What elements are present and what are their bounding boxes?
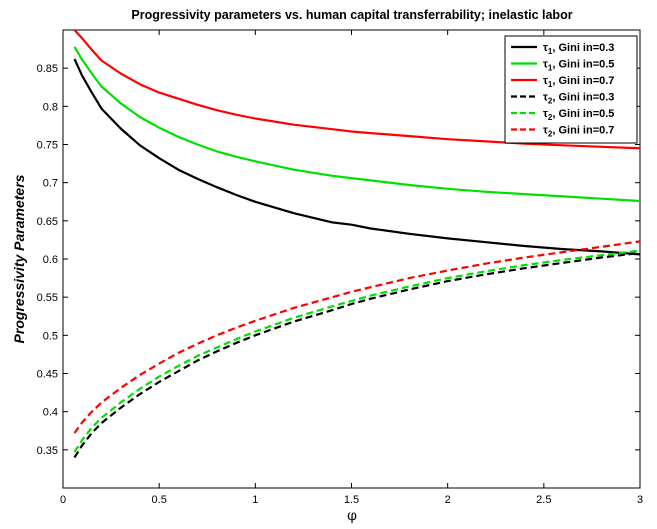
y-tick-label: 0.8 — [43, 101, 58, 113]
chart-title: Progressivity parameters vs. human capit… — [131, 8, 572, 22]
legend-label-5: τ2, Gini in=0.5 — [543, 108, 614, 122]
series-line-6 — [73, 240, 640, 434]
y-tick-label: 0.6 — [43, 254, 58, 266]
axes: 0 0.5 1 1.5 2 2.5 3 0.35 0.4 0.45 0.5 0.55 0.6 0.65 0.… — [37, 30, 643, 506]
series-line-4 — [73, 251, 640, 459]
series-lines — [73, 30, 640, 459]
series-line-5 — [73, 249, 640, 453]
x-tick-label: 3 — [637, 494, 643, 506]
legend-label-4: τ2, Gini in=0.3 — [543, 92, 614, 106]
legend-label-1: τ1, Gini in=0.3 — [543, 42, 614, 56]
y-tick-label: 0.45 — [37, 369, 58, 381]
x-tick-label: 1.5 — [344, 494, 359, 506]
legend-box — [504, 35, 638, 144]
y-tick-label: 0.85 — [37, 63, 58, 75]
y-tick-label: 0.4 — [43, 407, 58, 419]
legend: τ1, Gini in=0.3 τ1, Gini in=0.5 τ1, Gini i… — [504, 35, 638, 144]
y-tick-label: 0.65 — [37, 216, 58, 228]
x-tick-label: 2 — [445, 494, 451, 506]
y-tick-label: 0.35 — [37, 445, 58, 457]
y-tick-label: 0.7 — [43, 178, 58, 190]
x-tick-label: 1 — [252, 494, 258, 506]
legend-label-6: τ2, Gini in=0.7 — [543, 125, 614, 139]
legend-label-2: τ1, Gini in=0.5 — [543, 59, 614, 73]
y-tick-label: 0.55 — [37, 292, 58, 304]
x-tick-label: 2.5 — [536, 494, 551, 506]
y-tick-label: 0.5 — [43, 330, 58, 342]
series-line-2 — [73, 46, 640, 203]
series-line-1 — [73, 58, 640, 256]
y-axis-label: Progressivity Parameters — [11, 174, 27, 343]
x-tick-label: 0 — [60, 494, 66, 506]
y-tick-label: 0.75 — [37, 140, 58, 152]
series-line-3 — [73, 30, 640, 150]
x-tick-label: 0.5 — [152, 494, 167, 506]
x-axis-label: φ — [347, 508, 357, 524]
legend-label-3: τ1, Gini in=0.7 — [543, 75, 614, 89]
